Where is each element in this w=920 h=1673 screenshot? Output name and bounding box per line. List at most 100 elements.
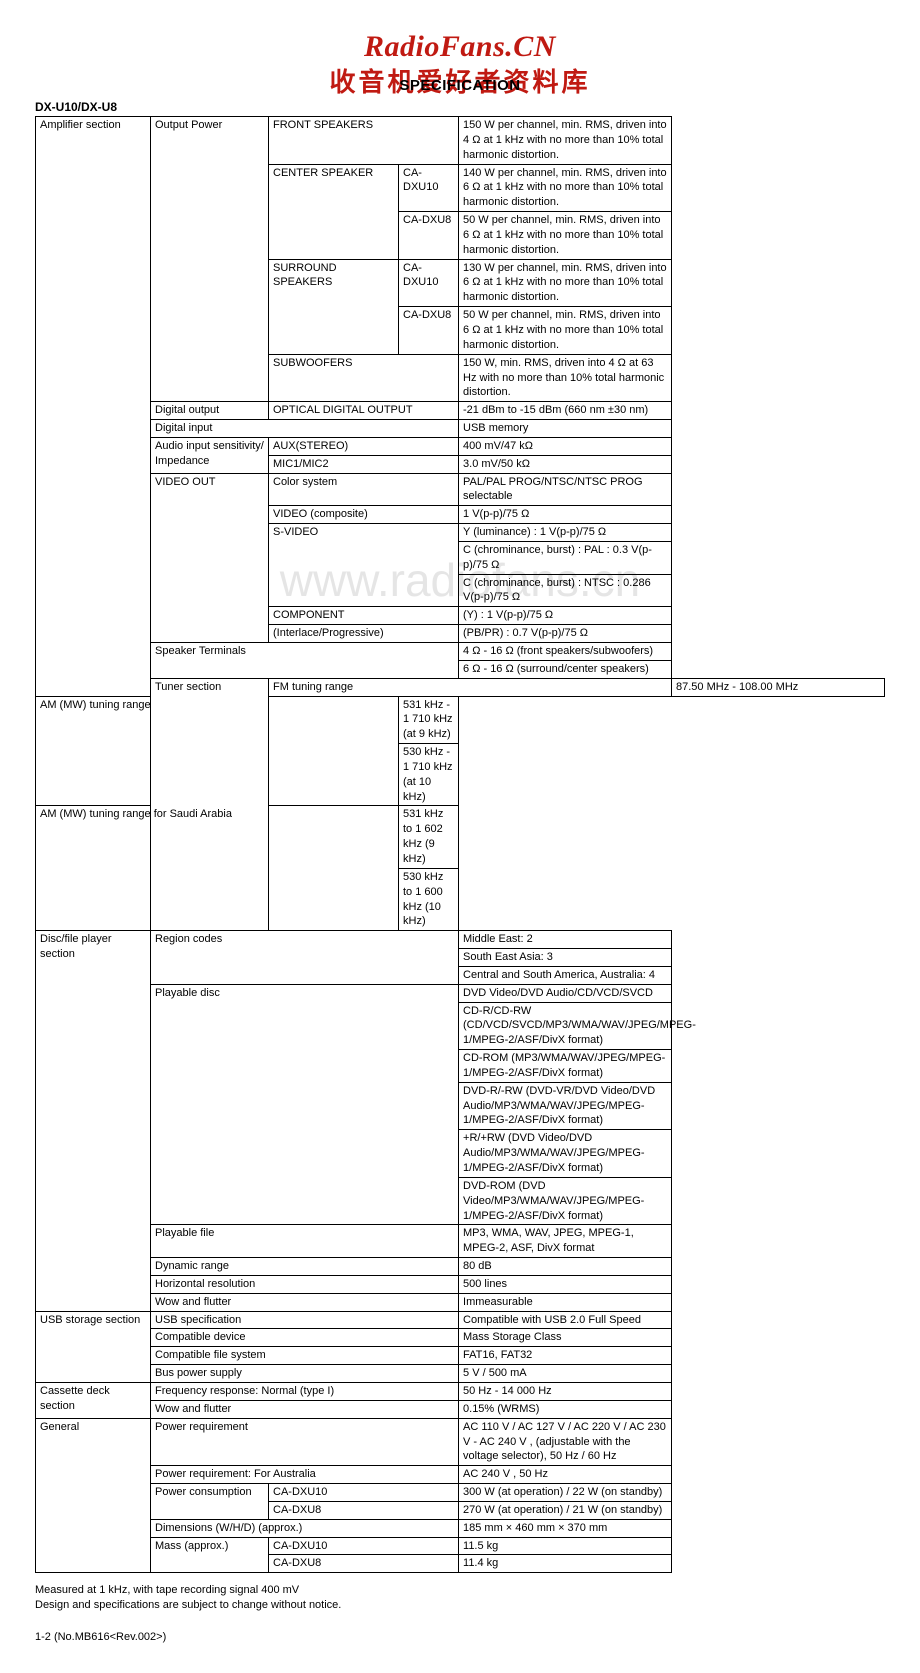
- value-power-au: AC 240 V , 50 Hz: [459, 1466, 672, 1484]
- value-aux: 400 mV/47 kΩ: [459, 437, 672, 455]
- value-svideo2: C (chrominance, burst) : PAL : 0.3 V(p-p…: [459, 541, 672, 574]
- label-mass-m2: CA-DXU8: [269, 1555, 459, 1573]
- footer-line2: Design and specifications are subject to…: [35, 1598, 885, 1613]
- value-composite: 1 V(p-p)/75 Ω: [459, 506, 672, 524]
- label-svideo: S-VIDEO: [269, 524, 459, 607]
- value-surr2: 50 W per channel, min. RMS, driven into …: [459, 307, 672, 355]
- label-optical: OPTICAL DIGITAL OUTPUT: [269, 402, 459, 420]
- label-cons-m1: CA-DXU10: [269, 1484, 459, 1502]
- label-mass: Mass (approx.): [151, 1537, 269, 1573]
- label-am-saudi: AM (MW) tuning range for Saudi Arabia: [36, 806, 399, 931]
- value-power-req: AC 110 V / AC 127 V / AC 220 V / AC 230 …: [459, 1418, 672, 1466]
- value-pd1: DVD Video/DVD Audio/CD/VCD/SVCD: [459, 984, 672, 1002]
- value-interlace: (PB/PR) : 0.7 V(p-p)/75 Ω: [459, 625, 672, 643]
- value-sa2: 530 kHz to 1 600 kHz (10 kHz): [399, 868, 459, 930]
- model-label: DX-U10/DX-U8: [35, 100, 885, 114]
- label-center-model2: CA-DXU8: [399, 212, 459, 260]
- value-pd5: +R/+RW (DVD Video/DVD Audio/MP3/WMA/WAV/…: [459, 1130, 672, 1178]
- label-color-system: Color system: [269, 473, 459, 506]
- label-am: AM (MW) tuning range: [36, 696, 399, 806]
- value-mass1: 11.5 kg: [459, 1537, 672, 1555]
- label-usb-bus: Bus power supply: [151, 1365, 459, 1383]
- value-dimensions: 185 mm × 460 mm × 370 mm: [459, 1519, 672, 1537]
- value-usb-fs: FAT16, FAT32: [459, 1347, 672, 1365]
- spec-table: Amplifier section Output Power FRONT SPE…: [35, 116, 885, 1573]
- value-component: (Y) : 1 V(p-p)/75 Ω: [459, 607, 672, 625]
- label-dynamic-range: Dynamic range: [151, 1258, 459, 1276]
- label-digital-input: Digital input: [151, 420, 459, 438]
- label-interlace: (Interlace/Progressive): [269, 625, 459, 643]
- label-dimensions: Dimensions (W/H/D) (approx.): [151, 1519, 459, 1537]
- section-general: General: [36, 1418, 151, 1573]
- section-disc: Disc/file player section: [36, 931, 151, 1311]
- label-playable-disc: Playable disc: [151, 984, 459, 1225]
- value-center1: 140 W per channel, min. RMS, driven into…: [459, 164, 672, 212]
- value-color-system: PAL/PAL PROG/NTSC/NTSC PROG selectable: [459, 473, 672, 506]
- label-mic: MIC1/MIC2: [269, 455, 459, 473]
- value-sa1: 531 kHz to 1 602 kHz (9 kHz): [399, 806, 459, 868]
- value-fm: 87.50 MHz - 108.00 MHz: [672, 678, 885, 696]
- label-power-cons: Power consumption: [151, 1484, 269, 1520]
- spec-title: SPECIFICATION: [35, 77, 885, 94]
- footer-line1: Measured at 1 kHz, with tape recording s…: [35, 1583, 885, 1598]
- label-surround-speakers: SURROUND SPEAKERS: [269, 259, 399, 354]
- label-wow-disc: Wow and flutter: [151, 1293, 459, 1311]
- value-hres: 500 lines: [459, 1275, 672, 1293]
- label-video-out: VIDEO OUT: [151, 473, 269, 642]
- label-composite: VIDEO (composite): [269, 506, 459, 524]
- label-region: Region codes: [151, 931, 459, 985]
- header: RadioFans.CN 收音机爱好者资料库 SPECIFICATION: [35, 30, 885, 94]
- value-spk1: 4 Ω - 16 Ω (front speakers/subwoofers): [459, 643, 672, 661]
- value-digital-input: USB memory: [459, 420, 672, 438]
- value-usb-dev: Mass Storage Class: [459, 1329, 672, 1347]
- value-svideo3: C (chrominance, burst) : NTSC : 0.286 V(…: [459, 574, 672, 607]
- value-subwoofers: 150 W, min. RMS, driven into 4 Ω at 63 H…: [459, 354, 672, 402]
- label-usb-fs: Compatible file system: [151, 1347, 459, 1365]
- value-center2: 50 W per channel, min. RMS, driven into …: [459, 212, 672, 260]
- value-pd4: DVD-R/-RW (DVD-VR/DVD Video/DVD Audio/MP…: [459, 1082, 672, 1130]
- value-pfile: MP3, WMA, WAV, JPEG, MPEG-1, MPEG-2, ASF…: [459, 1225, 672, 1258]
- label-center-model1: CA-DXU10: [399, 164, 459, 212]
- value-front-speakers: 150 W per channel, min. RMS, driven into…: [459, 117, 672, 165]
- label-mass-m1: CA-DXU10: [269, 1537, 459, 1555]
- label-center-speaker: CENTER SPEAKER: [269, 164, 399, 259]
- value-region1: Middle East: 2: [459, 931, 672, 949]
- label-cons-m2: CA-DXU8: [269, 1501, 459, 1519]
- value-usb-bus: 5 V / 500 mA: [459, 1365, 672, 1383]
- label-freq-resp: Frequency response: Normal (type I): [151, 1382, 459, 1400]
- value-pd2: CD-R/CD-RW (CD/VCD/SVCD/MP3/WMA/WAV/JPEG…: [459, 1002, 672, 1050]
- label-wow-cass: Wow and flutter: [151, 1400, 459, 1418]
- label-usb-dev: Compatible device: [151, 1329, 459, 1347]
- value-wow-cass: 0.15% (WRMS): [459, 1400, 672, 1418]
- value-am1: 531 kHz - 1 710 kHz (at 9 kHz): [399, 696, 459, 744]
- label-surr-model1: CA-DXU10: [399, 259, 459, 307]
- value-pd6: DVD-ROM (DVD Video/MP3/WMA/WAV/JPEG/MPEG…: [459, 1177, 672, 1225]
- label-digital-output: Digital output: [151, 402, 269, 420]
- value-svideo1: Y (luminance) : 1 V(p-p)/75 Ω: [459, 524, 672, 542]
- value-optical: -21 dBm to -15 dBm (660 nm ±30 nm): [459, 402, 672, 420]
- footer-notes: Measured at 1 kHz, with tape recording s…: [35, 1583, 885, 1613]
- label-power-au: Power requirement: For Australia: [151, 1466, 459, 1484]
- value-surr1: 130 W per channel, min. RMS, driven into…: [459, 259, 672, 307]
- value-pd3: CD-ROM (MP3/WMA/WAV/JPEG/MPEG-1/MPEG-2/A…: [459, 1050, 672, 1083]
- value-region3: Central and South America, Australia: 4: [459, 966, 672, 984]
- label-front-speakers: FRONT SPEAKERS: [269, 117, 459, 165]
- label-power-req: Power requirement: [151, 1418, 459, 1466]
- value-usb-spec: Compatible with USB 2.0 Full Speed: [459, 1311, 672, 1329]
- value-region2: South East Asia: 3: [459, 949, 672, 967]
- value-dyn: 80 dB: [459, 1258, 672, 1276]
- brand-title: RadioFans.CN: [35, 30, 885, 64]
- label-horiz-res: Horizontal resolution: [151, 1275, 459, 1293]
- label-subwoofers: SUBWOOFERS: [269, 354, 459, 402]
- label-component: COMPONENT: [269, 607, 459, 625]
- value-cons1: 300 W (at operation) / 22 W (on standby): [459, 1484, 672, 1502]
- value-wow-disc: Immeasurable: [459, 1293, 672, 1311]
- label-usb-spec: USB specification: [151, 1311, 459, 1329]
- section-usb: USB storage section: [36, 1311, 151, 1382]
- label-audio-input-sens: Audio input sensitivity/ Impedance: [151, 437, 269, 473]
- label-surr-model2: CA-DXU8: [399, 307, 459, 355]
- value-mic: 3.0 mV/50 kΩ: [459, 455, 672, 473]
- value-freq-resp: 50 Hz - 14 000 Hz: [459, 1382, 672, 1400]
- section-cassette: Cassette deck section: [36, 1382, 151, 1418]
- section-amplifier: Amplifier section: [36, 117, 151, 697]
